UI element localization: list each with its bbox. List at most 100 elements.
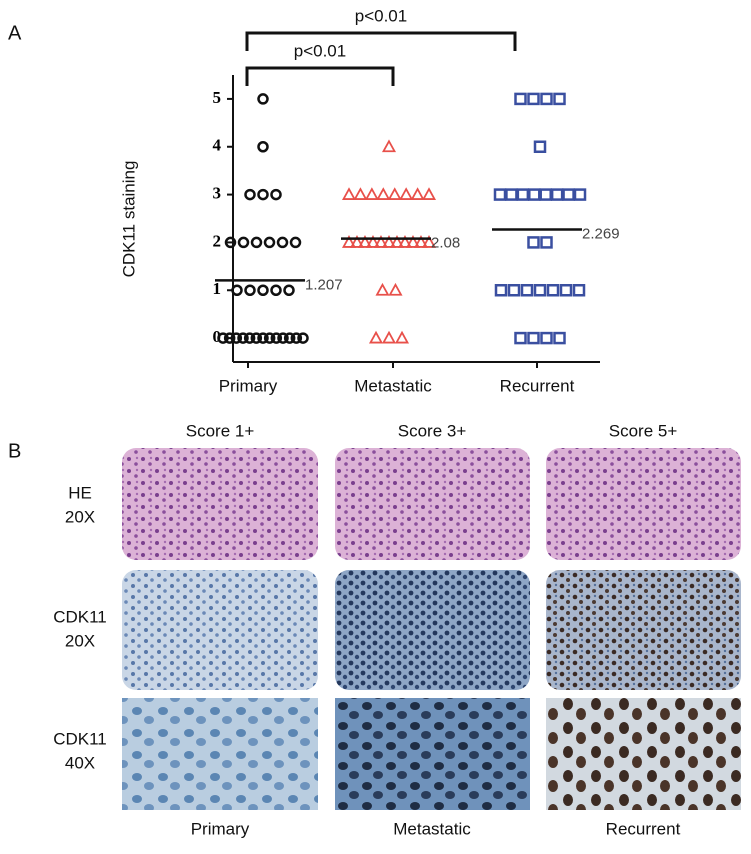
panel-label: A bbox=[8, 22, 22, 44]
point bbox=[394, 330, 410, 344]
point bbox=[375, 282, 390, 296]
y-tick-label: 1 bbox=[213, 279, 222, 298]
point bbox=[364, 187, 379, 200]
point bbox=[533, 284, 547, 297]
point bbox=[353, 187, 368, 200]
point bbox=[533, 140, 547, 153]
point bbox=[231, 284, 243, 296]
point bbox=[223, 332, 236, 344]
point bbox=[553, 92, 566, 106]
micrographs bbox=[122, 448, 741, 810]
significance-label: p<0.01 bbox=[355, 6, 407, 25]
point bbox=[528, 188, 541, 201]
point bbox=[540, 236, 553, 249]
point bbox=[514, 92, 527, 106]
row-label: 20X bbox=[65, 507, 95, 526]
point bbox=[573, 188, 587, 201]
point bbox=[283, 332, 296, 344]
point bbox=[230, 332, 243, 344]
point bbox=[421, 235, 437, 248]
point bbox=[341, 187, 357, 200]
point bbox=[507, 284, 521, 297]
point bbox=[257, 93, 269, 105]
point bbox=[217, 332, 229, 344]
point bbox=[250, 332, 263, 344]
point bbox=[387, 187, 402, 200]
row-label: 20X bbox=[65, 631, 95, 650]
y-tick-label: 3 bbox=[213, 183, 222, 202]
point bbox=[381, 235, 397, 248]
micrograph bbox=[335, 448, 530, 560]
point bbox=[540, 92, 553, 106]
row-label: CDK11 bbox=[53, 729, 107, 748]
micrograph bbox=[546, 698, 741, 810]
row-label: CDK11 bbox=[53, 607, 107, 626]
mean-label: 2.08 bbox=[431, 235, 460, 252]
point bbox=[493, 188, 507, 201]
point bbox=[270, 284, 282, 296]
point bbox=[520, 284, 534, 297]
point bbox=[527, 331, 540, 345]
micrograph bbox=[122, 448, 318, 560]
point bbox=[376, 187, 391, 200]
point bbox=[270, 188, 282, 201]
point bbox=[263, 332, 276, 344]
x-tick-label: Metastatic bbox=[354, 376, 432, 395]
point bbox=[276, 236, 289, 249]
row-label: HE bbox=[68, 483, 92, 502]
significance-bracket bbox=[245, 31, 517, 51]
point bbox=[270, 332, 283, 344]
point bbox=[243, 332, 256, 344]
point bbox=[297, 332, 309, 344]
point bbox=[257, 284, 269, 296]
point bbox=[553, 331, 566, 345]
x-tick-label: Recurrent bbox=[500, 376, 575, 395]
column-footer: Primary bbox=[191, 819, 250, 838]
y-tick-label: 4 bbox=[213, 136, 222, 155]
point bbox=[559, 284, 573, 297]
micrograph bbox=[335, 570, 530, 690]
point bbox=[562, 188, 575, 201]
point bbox=[410, 187, 425, 200]
point bbox=[381, 139, 397, 153]
point bbox=[224, 236, 237, 249]
point bbox=[397, 235, 413, 248]
point bbox=[341, 235, 357, 248]
significance-bracket bbox=[245, 66, 395, 86]
micrograph bbox=[122, 570, 318, 690]
point bbox=[289, 236, 302, 249]
point bbox=[290, 332, 303, 344]
micrograph bbox=[122, 698, 318, 810]
point bbox=[572, 284, 586, 297]
point bbox=[257, 188, 269, 201]
point bbox=[244, 188, 256, 201]
point bbox=[244, 284, 256, 296]
point bbox=[494, 284, 508, 297]
point bbox=[283, 284, 295, 296]
point bbox=[539, 188, 552, 201]
point bbox=[516, 188, 530, 201]
row-label: 40X bbox=[65, 753, 95, 772]
point bbox=[405, 235, 421, 248]
point bbox=[277, 332, 289, 344]
point bbox=[365, 235, 381, 248]
y-tick-label: 5 bbox=[213, 88, 222, 107]
point bbox=[237, 236, 250, 249]
point bbox=[368, 330, 384, 344]
point bbox=[263, 236, 276, 249]
point bbox=[357, 235, 373, 248]
point bbox=[388, 282, 403, 296]
mean-label: 1.207 bbox=[305, 276, 343, 293]
point bbox=[514, 331, 527, 345]
significance-label: p<0.01 bbox=[294, 41, 346, 60]
point bbox=[505, 188, 518, 201]
column-header: Score 5+ bbox=[609, 421, 678, 440]
micrograph bbox=[546, 570, 741, 690]
point bbox=[550, 188, 564, 201]
point bbox=[257, 141, 269, 153]
point bbox=[237, 332, 249, 344]
mean-label: 2.269 bbox=[582, 226, 620, 243]
micrograph bbox=[546, 448, 741, 560]
x-tick-label: Primary bbox=[219, 376, 278, 395]
